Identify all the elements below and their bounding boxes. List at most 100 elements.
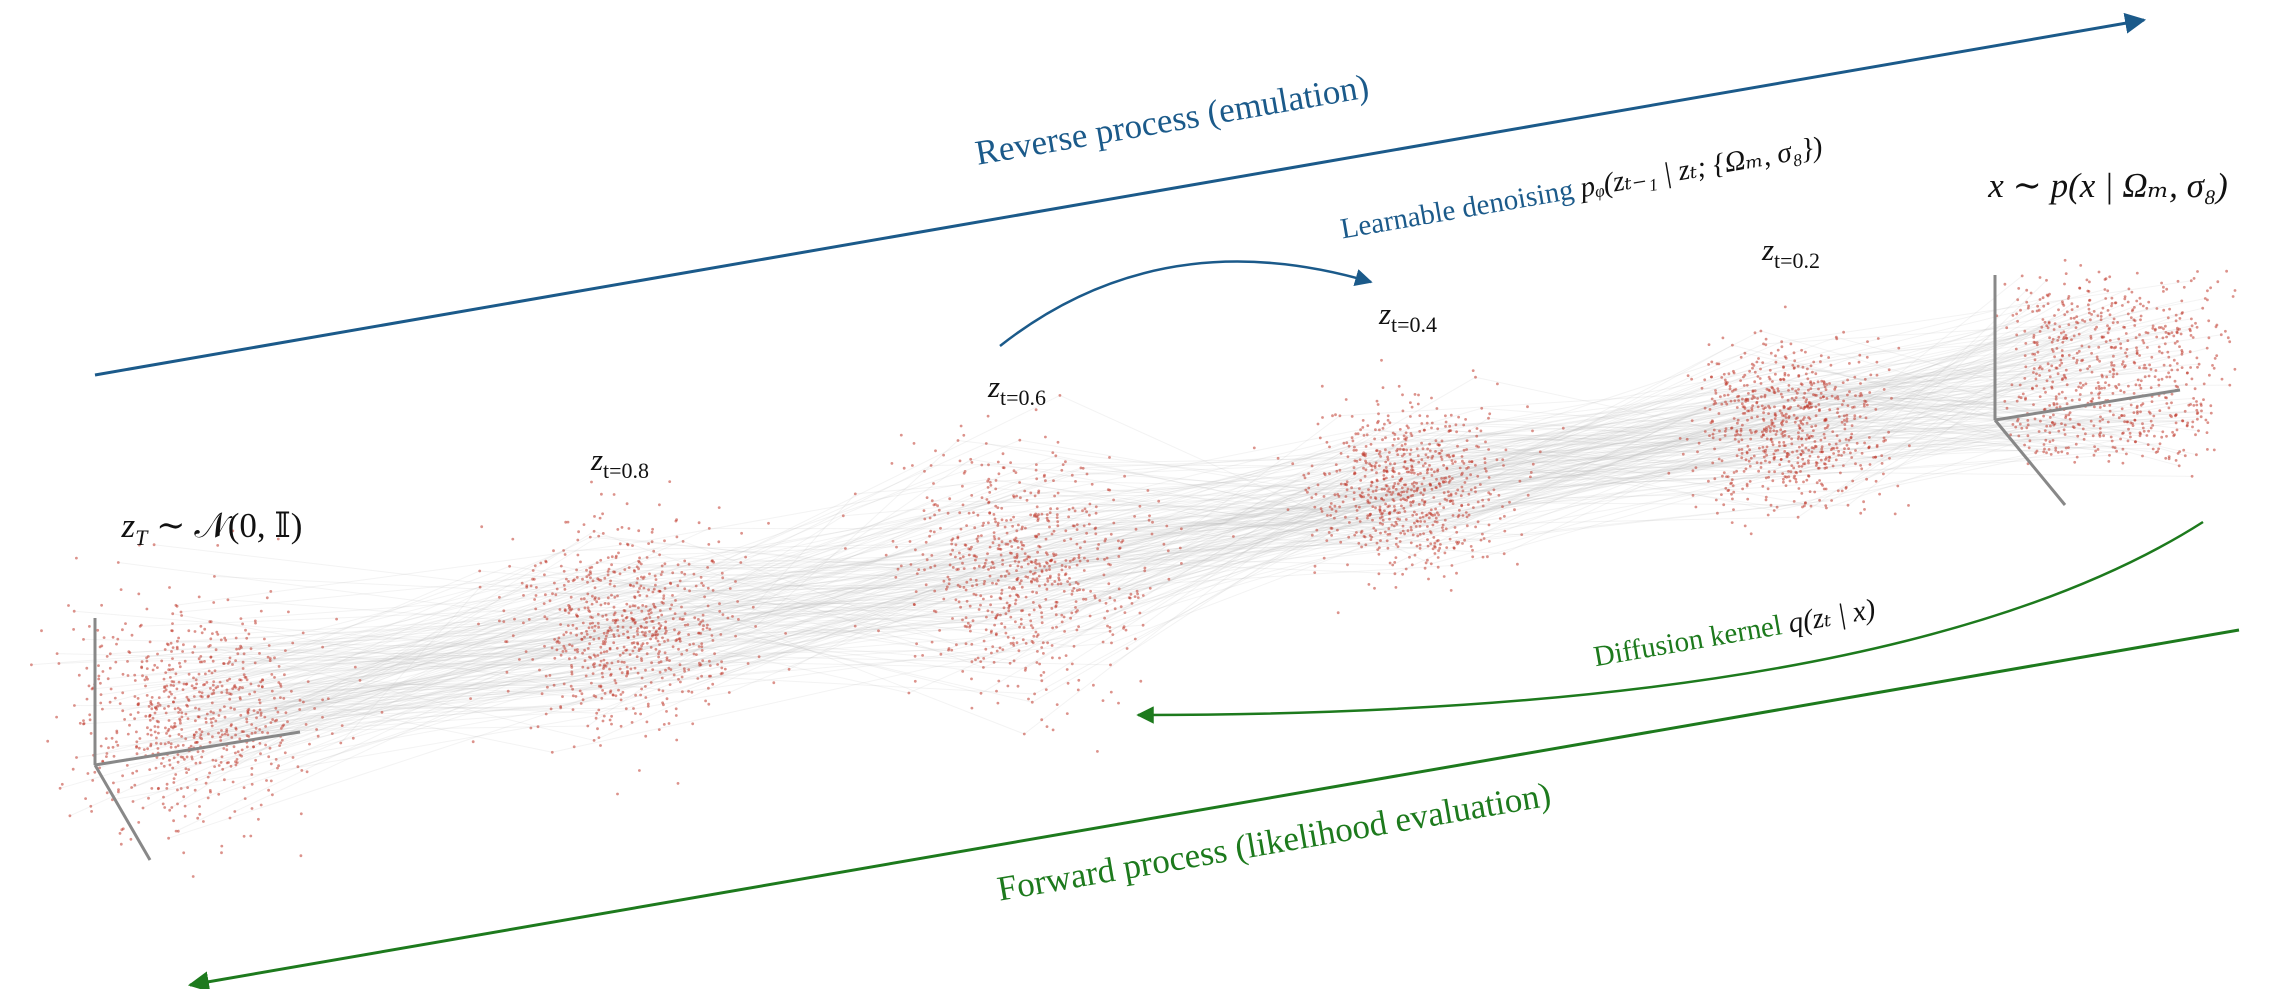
particle [2039, 298, 2042, 301]
particle [654, 575, 657, 578]
particle [1430, 468, 1433, 471]
particle [327, 697, 330, 700]
particle [271, 793, 274, 796]
particle [1744, 352, 1747, 355]
particle [599, 559, 602, 562]
particle [2176, 429, 2179, 432]
particle [106, 791, 109, 794]
particle [198, 708, 201, 711]
particle [1008, 572, 1011, 575]
particle [209, 656, 212, 659]
particle [176, 605, 179, 608]
particle [701, 619, 704, 622]
particle [1468, 514, 1471, 517]
particle [269, 659, 272, 662]
particle [1402, 507, 1405, 510]
particle [1736, 422, 1739, 425]
particle [2190, 334, 2193, 337]
particle [1797, 431, 1800, 434]
particle [251, 783, 254, 786]
particle [997, 522, 1000, 525]
particle [2200, 415, 2203, 418]
particle [1792, 467, 1795, 470]
particle [1775, 430, 1778, 433]
particle [995, 632, 998, 635]
particle [2118, 383, 2121, 386]
particle [171, 622, 174, 625]
particle [627, 544, 630, 547]
particle [198, 813, 201, 816]
particle [1830, 364, 1833, 367]
particle [1814, 440, 1817, 443]
particle [2090, 420, 2093, 423]
particle [1040, 611, 1043, 614]
particle [1048, 526, 1051, 529]
particle [129, 713, 132, 716]
particle [2054, 322, 2057, 325]
particle [1064, 460, 1067, 463]
particle [2059, 359, 2062, 362]
particle [2110, 361, 2113, 364]
particle [1481, 499, 1484, 502]
particle [563, 570, 566, 573]
particle [2138, 333, 2141, 336]
particle [1469, 473, 1472, 476]
particle [637, 560, 640, 563]
particle [193, 687, 196, 690]
particle [1403, 438, 1406, 441]
particle [632, 707, 635, 710]
particle [2027, 305, 2030, 308]
particle [987, 501, 990, 504]
particle [1345, 483, 1348, 486]
particle [614, 679, 617, 682]
particle [1741, 438, 1744, 441]
particle [580, 632, 583, 635]
particle [254, 731, 257, 734]
particle [673, 628, 676, 631]
particle [84, 797, 87, 800]
particle [2039, 276, 2042, 279]
particle [1036, 650, 1039, 653]
particle [2038, 309, 2041, 312]
particle [2111, 297, 2114, 300]
particle [668, 667, 671, 670]
particle [1393, 505, 1396, 508]
particle [1410, 434, 1413, 437]
particle [613, 493, 616, 496]
particle [1023, 626, 1026, 629]
particle [2048, 369, 2051, 372]
particle [1801, 429, 1804, 432]
particle [900, 434, 903, 437]
particle [1098, 599, 1101, 602]
particle [2211, 364, 2214, 367]
particle [2050, 386, 2053, 389]
particle [1806, 422, 1809, 425]
particle [87, 772, 90, 775]
particle [603, 632, 606, 635]
particle [700, 645, 703, 648]
particle [1440, 477, 1443, 480]
particle [683, 560, 686, 563]
particle [702, 628, 705, 631]
particle [1034, 495, 1037, 498]
particle [1503, 530, 1506, 533]
particle [525, 584, 528, 587]
particle [1037, 545, 1040, 548]
particle [1741, 402, 1744, 405]
particle [1410, 469, 1413, 472]
particle [1737, 399, 1740, 402]
particle [1476, 475, 1479, 478]
particle [1082, 589, 1085, 592]
particle [1429, 542, 1432, 545]
particle [1068, 566, 1071, 569]
particle [1405, 518, 1408, 521]
particle [946, 586, 949, 589]
particle [1415, 513, 1418, 516]
particle [917, 568, 920, 571]
particle [1790, 470, 1793, 473]
particle [1382, 386, 1385, 389]
particle [1821, 484, 1824, 487]
particle [2173, 359, 2176, 362]
particle [1057, 577, 1060, 580]
particle [1050, 607, 1053, 610]
